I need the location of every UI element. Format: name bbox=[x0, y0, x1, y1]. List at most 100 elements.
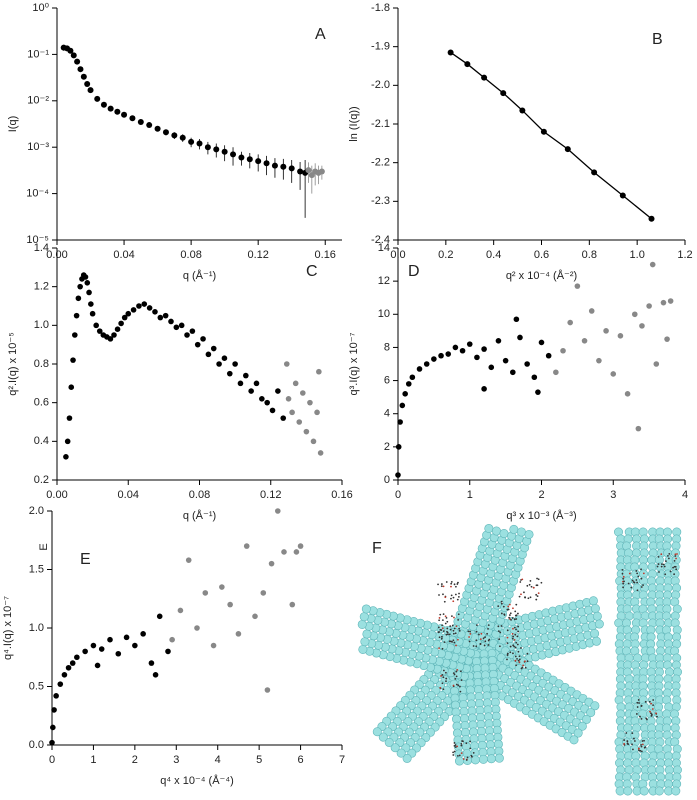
x-tick-label: 0.6 bbox=[534, 249, 549, 261]
atom bbox=[487, 624, 490, 626]
point bbox=[409, 374, 416, 381]
point bbox=[152, 309, 158, 315]
point bbox=[125, 310, 132, 317]
atom bbox=[641, 740, 644, 742]
atom bbox=[476, 624, 478, 627]
atom bbox=[439, 613, 442, 616]
point bbox=[280, 163, 287, 170]
point bbox=[648, 215, 655, 222]
atom bbox=[465, 759, 468, 761]
point bbox=[216, 361, 222, 367]
atom bbox=[449, 628, 452, 631]
y-tick-label: 10⁻² bbox=[27, 95, 49, 107]
point bbox=[502, 357, 509, 364]
atom bbox=[667, 557, 670, 560]
atom bbox=[468, 636, 470, 638]
y-tick-label: 1.5 bbox=[29, 563, 44, 575]
atom bbox=[470, 754, 473, 757]
atom bbox=[438, 636, 441, 639]
atom bbox=[536, 577, 538, 580]
atom bbox=[656, 715, 658, 718]
point bbox=[488, 364, 495, 371]
atom bbox=[500, 625, 503, 627]
atom bbox=[442, 688, 445, 691]
panel-label: A bbox=[315, 26, 326, 43]
point bbox=[481, 386, 487, 392]
atom bbox=[486, 632, 489, 635]
atom bbox=[520, 647, 522, 649]
bead bbox=[360, 637, 370, 647]
atom bbox=[516, 635, 519, 638]
atom bbox=[440, 635, 443, 638]
atom bbox=[441, 619, 444, 622]
atom bbox=[669, 570, 672, 573]
bead bbox=[590, 629, 600, 639]
point bbox=[70, 357, 76, 363]
point bbox=[165, 648, 171, 655]
atom bbox=[443, 641, 446, 643]
x-tick-label: 4 bbox=[215, 754, 221, 766]
point bbox=[646, 303, 652, 309]
atom bbox=[457, 684, 460, 687]
atom bbox=[483, 644, 486, 647]
atom bbox=[458, 754, 461, 757]
atom bbox=[509, 645, 512, 648]
bead bbox=[594, 619, 604, 629]
annotation: E bbox=[38, 543, 50, 550]
atom bbox=[441, 674, 444, 676]
atom bbox=[452, 639, 455, 642]
point bbox=[452, 344, 459, 351]
point bbox=[288, 165, 295, 172]
atom bbox=[642, 572, 645, 575]
atom bbox=[502, 605, 505, 608]
x-axis-label: q (Å⁻¹) bbox=[183, 269, 216, 282]
atom bbox=[479, 638, 482, 640]
atom bbox=[627, 582, 630, 585]
atom bbox=[535, 593, 538, 596]
atom bbox=[512, 635, 515, 638]
bead bbox=[654, 786, 664, 796]
bead bbox=[494, 753, 504, 763]
atom bbox=[453, 627, 456, 630]
point bbox=[466, 341, 473, 347]
x-tick-label: 1.2 bbox=[677, 249, 692, 261]
x-tick-label: 0.12 bbox=[247, 249, 268, 261]
point bbox=[264, 399, 270, 406]
atom bbox=[437, 583, 439, 586]
atom bbox=[636, 701, 639, 704]
point bbox=[474, 354, 480, 361]
y-tick-label: 1.0 bbox=[29, 622, 44, 634]
atom bbox=[621, 572, 624, 575]
atom bbox=[455, 675, 458, 678]
point bbox=[248, 388, 254, 394]
atom bbox=[649, 710, 651, 713]
point bbox=[481, 74, 488, 81]
y-tick-label: -2.2 bbox=[371, 157, 390, 169]
x-tick-label: 0.08 bbox=[180, 249, 201, 261]
x-tick-label: 0.04 bbox=[118, 489, 139, 501]
atom bbox=[517, 650, 520, 653]
atom bbox=[452, 629, 455, 632]
point bbox=[574, 283, 581, 289]
atom bbox=[518, 655, 521, 658]
bead bbox=[590, 604, 600, 614]
atom bbox=[497, 625, 500, 628]
bead bbox=[524, 529, 534, 539]
x-tick-label: 0 bbox=[49, 754, 55, 766]
atom bbox=[484, 640, 487, 643]
point bbox=[194, 341, 201, 348]
y-tick-label: 12 bbox=[378, 275, 390, 287]
point bbox=[423, 361, 430, 367]
point bbox=[260, 590, 267, 596]
point bbox=[596, 357, 602, 364]
atom bbox=[508, 616, 511, 619]
atom bbox=[457, 595, 460, 598]
y-tick-label: 8 bbox=[384, 341, 390, 353]
atom bbox=[674, 555, 677, 557]
atom bbox=[462, 758, 465, 760]
atom bbox=[446, 630, 448, 633]
panel-label: B bbox=[652, 31, 663, 48]
atom bbox=[449, 625, 452, 628]
point bbox=[631, 311, 638, 318]
atom bbox=[623, 580, 625, 583]
